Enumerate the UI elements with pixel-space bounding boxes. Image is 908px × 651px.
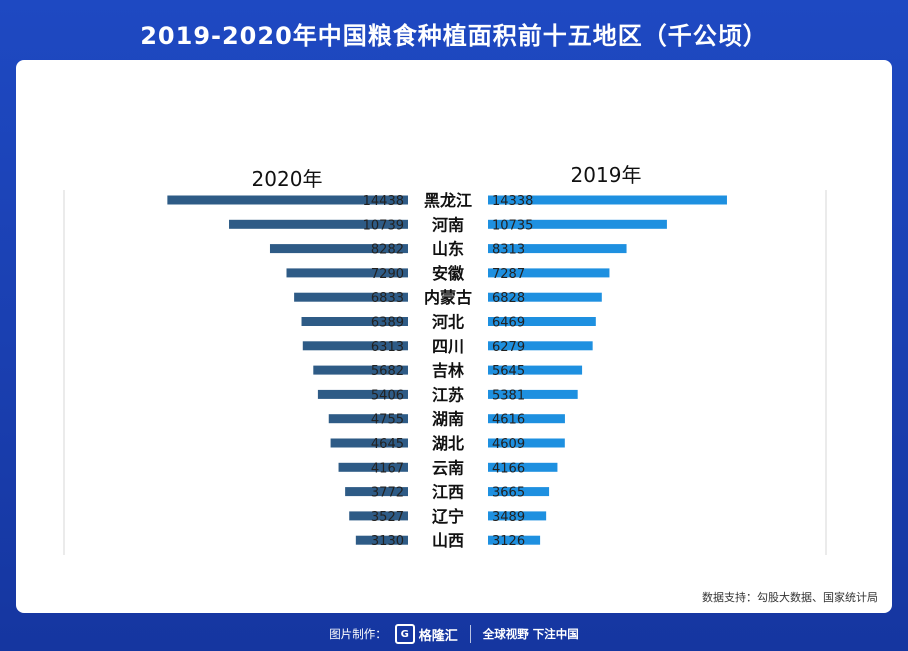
value-label-2020: 4645 — [371, 437, 404, 452]
bar-2019 — [488, 219, 667, 229]
value-label-2020: 3130 — [371, 534, 404, 549]
category-label: 山西 — [432, 531, 464, 550]
value-label-2020: 5682 — [371, 364, 404, 379]
bar-2020 — [313, 365, 408, 375]
butterfly-bar-chart: 2020年 2019年 14438 14338 黑龙江 10739 10735 河南 8282 8… — [63, 163, 827, 555]
value-label-2019: 14338 — [492, 194, 533, 209]
bar-2020 — [167, 195, 408, 205]
bar-2020 — [301, 317, 408, 326]
value-label-2020: 5406 — [371, 388, 404, 403]
value-label-2020: 6313 — [371, 340, 404, 355]
bar-2020 — [302, 341, 408, 351]
value-label-2019: 6828 — [492, 291, 525, 306]
footer-brand: 格隆汇 — [418, 628, 458, 644]
bar-2019 — [488, 195, 727, 205]
value-label-2019: 4609 — [492, 437, 525, 452]
bar-2020 — [317, 389, 408, 399]
value-label-2019: 7287 — [492, 267, 525, 282]
bar-2019 — [488, 292, 602, 302]
category-label: 江苏 — [432, 385, 464, 404]
value-label-2019: 6279 — [492, 340, 525, 355]
category-label: 河南 — [432, 215, 464, 234]
value-label-2020: 10739 — [363, 218, 404, 233]
brand-logo-icon: G — [394, 624, 415, 644]
category-label: 辽宁 — [432, 507, 464, 526]
category-label: 山东 — [432, 240, 464, 259]
chart-card: 2020年 2019年 14438 14338 黑龙江 10739 10735 河南 8282 8… — [16, 60, 892, 613]
category-label: 黑龙江 — [424, 191, 472, 210]
bar-2019 — [488, 317, 596, 326]
bar-2019 — [488, 414, 565, 424]
value-label-2019: 6469 — [492, 316, 525, 331]
bar-2020 — [328, 414, 408, 424]
category-label: 内蒙古 — [424, 288, 472, 307]
value-label-2019: 5381 — [492, 388, 525, 403]
bar-2019 — [488, 365, 583, 375]
footer-made-by: 图片制作： — [329, 627, 387, 641]
bar-2019 — [488, 341, 593, 351]
bar-2020 — [330, 438, 408, 448]
series-label-2020: 2020年 — [252, 167, 323, 191]
bar-2019 — [488, 268, 610, 278]
bar-2020 — [286, 268, 408, 278]
value-label-2019: 3489 — [492, 510, 525, 525]
value-label-2019: 10735 — [492, 218, 533, 233]
bar-2019 — [488, 389, 578, 399]
bar-2020 — [355, 535, 408, 545]
bar-2020 — [349, 511, 408, 521]
bar-2019 — [488, 462, 558, 472]
data-source: 数据支持：勾股大数据、国家统计局 — [702, 591, 878, 604]
bar-2019 — [488, 244, 627, 254]
bar-2020 — [294, 292, 408, 302]
page-title: 2019-2020年中国粮食种植面积前十五地区（千公顷） — [140, 22, 768, 50]
value-label-2020: 4167 — [371, 461, 404, 476]
footer-slogan: 全球视野 下注中国 — [482, 627, 579, 641]
value-label-2020: 14438 — [363, 194, 404, 209]
value-label-2020: 3527 — [371, 510, 404, 525]
bar-2019 — [488, 535, 541, 545]
value-label-2019: 3665 — [492, 486, 525, 501]
category-label: 云南 — [432, 458, 464, 477]
category-label: 湖南 — [432, 410, 464, 429]
bar-2019 — [488, 511, 547, 521]
bar-2020 — [338, 462, 408, 472]
bar-2019 — [488, 487, 550, 497]
value-label-2020: 8282 — [371, 243, 404, 258]
category-label: 湖北 — [432, 434, 464, 453]
category-label: 四川 — [432, 337, 464, 356]
category-label: 江西 — [432, 483, 464, 502]
category-label: 河北 — [432, 313, 464, 332]
value-label-2019: 3126 — [492, 534, 525, 549]
bar-2019 — [488, 438, 565, 448]
footer: 图片制作： G 格隆汇 全球视野 下注中国 — [0, 622, 908, 646]
value-label-2019: 8313 — [492, 243, 525, 258]
value-label-2019: 4166 — [492, 461, 525, 476]
value-label-2020: 4755 — [371, 413, 404, 428]
value-label-2020: 6833 — [371, 291, 404, 306]
value-label-2020: 3772 — [371, 486, 404, 501]
bar-2020 — [229, 219, 408, 229]
value-label-2019: 5645 — [492, 364, 525, 379]
value-label-2020: 7290 — [371, 267, 404, 282]
value-label-2019: 4616 — [492, 413, 525, 428]
value-label-2020: 6389 — [371, 316, 404, 331]
series-label-2019: 2019年 — [571, 163, 642, 187]
category-label: 吉林 — [432, 361, 464, 380]
bar-2020 — [345, 487, 408, 497]
category-label: 安徽 — [432, 264, 465, 283]
bar-2020 — [269, 244, 408, 254]
footer-divider — [469, 625, 471, 643]
